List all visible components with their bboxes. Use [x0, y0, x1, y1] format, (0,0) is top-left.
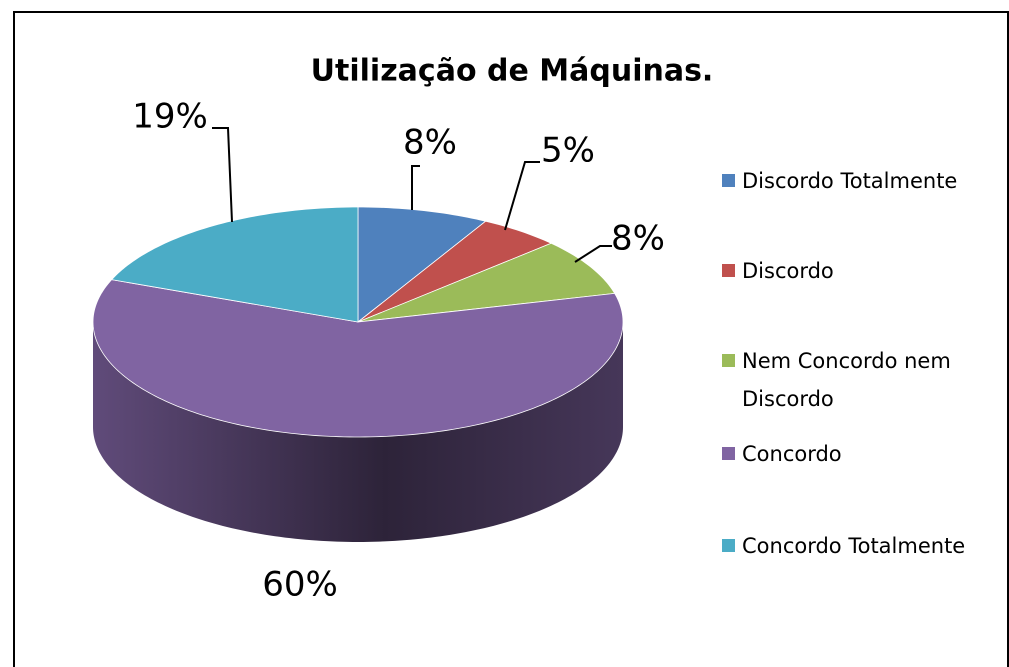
pie-slice	[110, 206, 359, 323]
leader-line	[212, 127, 233, 223]
legend-swatch	[722, 264, 735, 277]
pie-slice	[357, 220, 553, 323]
pie-side	[93, 322, 623, 542]
legend-label: Discordo	[742, 259, 834, 283]
legend-label: Concordo Totalmente	[742, 534, 966, 558]
legend-label: Concordo	[742, 442, 842, 466]
data-label: 60%	[262, 565, 338, 605]
pie-slice	[92, 279, 624, 438]
pie-slice	[357, 242, 616, 323]
data-labels: 8% 5% 8% 60% 19%	[132, 97, 665, 605]
pie-tops	[92, 206, 624, 438]
legend-swatch	[722, 174, 735, 187]
leader-line	[411, 165, 420, 210]
data-label: 5%	[541, 131, 595, 171]
chart-title: Utilização de Máquinas.	[311, 54, 714, 89]
pie-slice	[357, 206, 487, 323]
pie-sides	[93, 322, 623, 542]
data-label: 8%	[611, 219, 665, 259]
leader-line	[574, 245, 612, 263]
legend-swatch	[722, 354, 735, 367]
data-label: 19%	[132, 97, 208, 137]
legend-label: Nem Concordo nem Discordo	[742, 349, 951, 411]
data-label: 8%	[403, 123, 457, 163]
legend-label: Discordo Totalmente	[742, 169, 958, 193]
leader-line	[504, 161, 540, 231]
legend-swatch	[722, 447, 735, 460]
legend-swatch	[722, 539, 735, 552]
